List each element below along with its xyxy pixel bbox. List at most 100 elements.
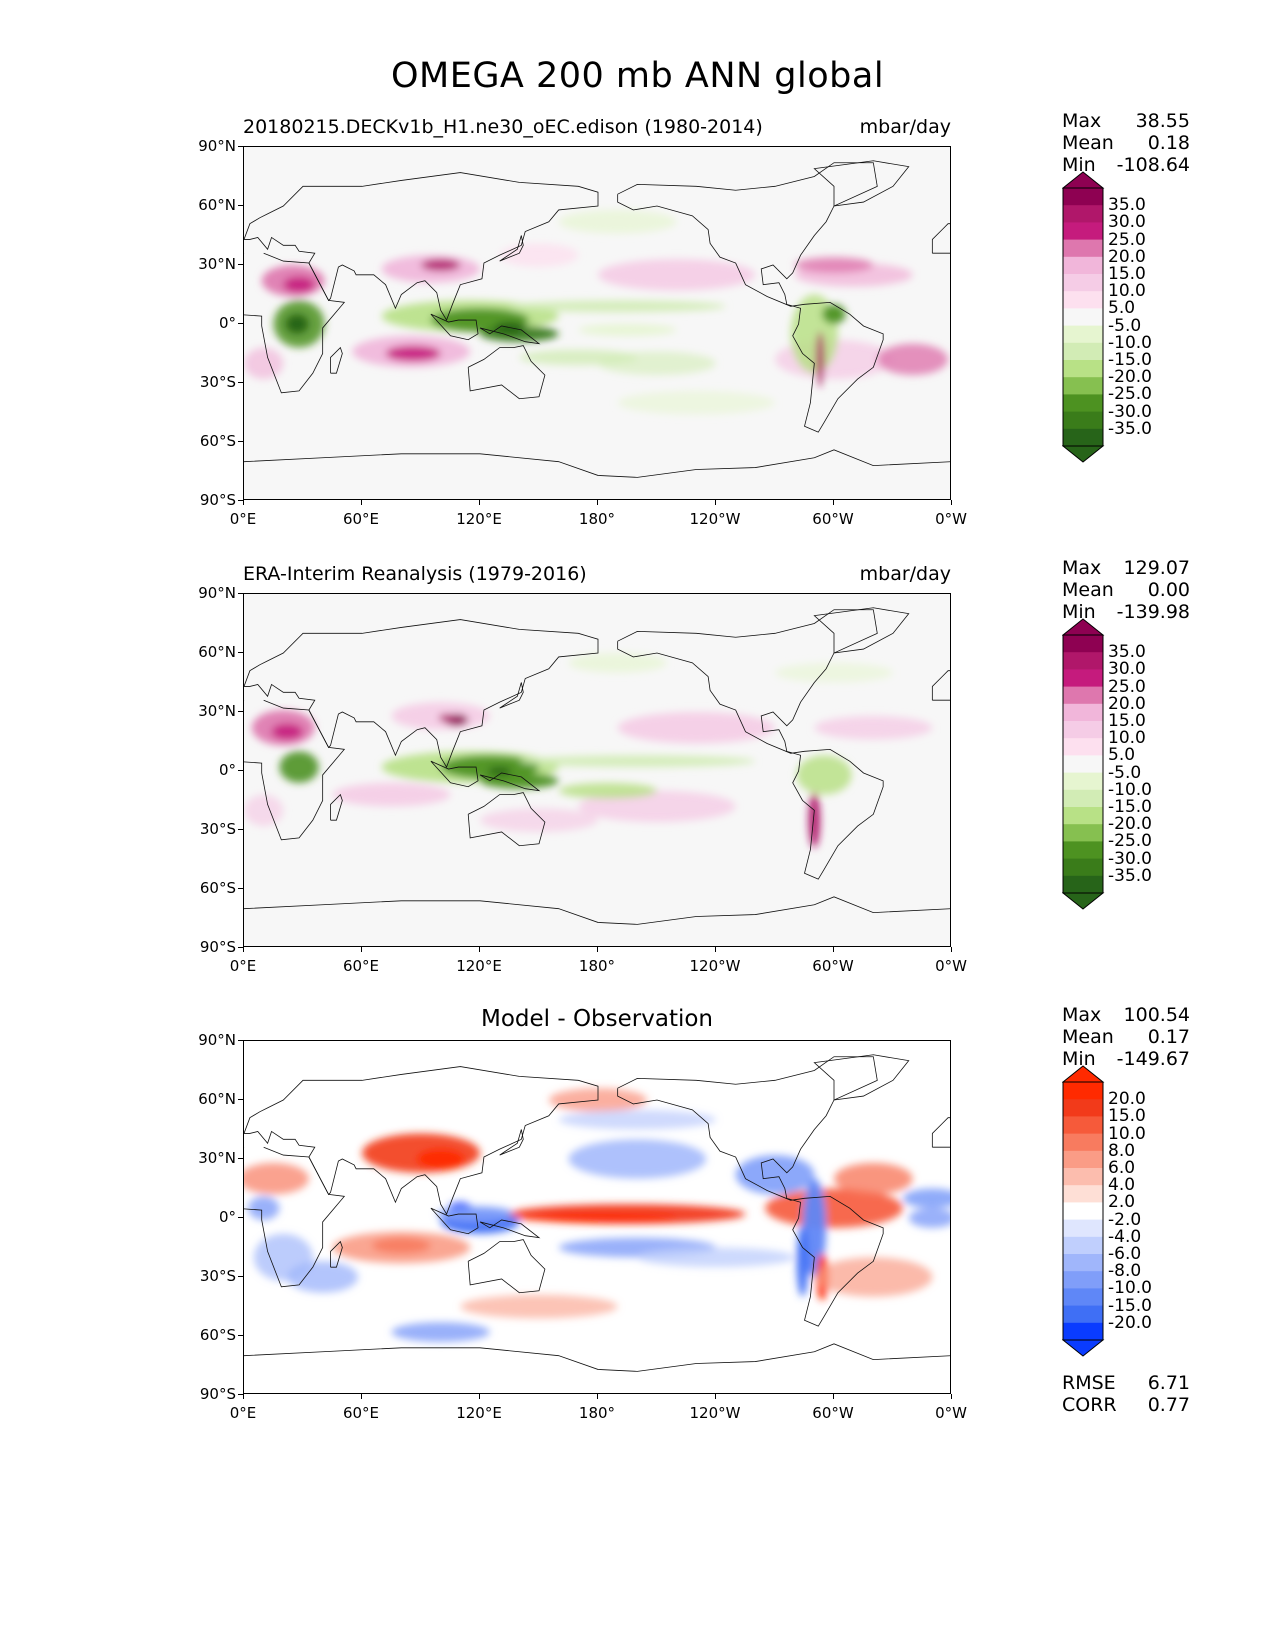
colorbar-tick-label: -35.0: [1108, 418, 1152, 439]
coastline: [813, 607, 910, 654]
stat-value: 0.17: [1147, 1026, 1190, 1048]
field-contour: [391, 1322, 490, 1342]
y-tick-label: 90°S: [199, 938, 236, 956]
coastline: [931, 223, 950, 254]
field-contour: [480, 808, 598, 832]
x-tick-label: 60°E: [342, 510, 380, 528]
colorbar-tick-label: 30.0: [1108, 212, 1146, 233]
colorbar-segment: [1063, 360, 1103, 378]
panel-left-title: ERA-Interim Reanalysis (1979-2016): [243, 563, 587, 585]
stat-row: Min -139.98: [1062, 601, 1190, 623]
field-contour: [808, 792, 821, 848]
y-tick-mark: [238, 500, 243, 501]
field-contour: [617, 390, 775, 415]
colorbar-tick-label: 15.0: [1108, 264, 1146, 284]
colorbar-segment: [1063, 772, 1103, 791]
coastline: [244, 449, 950, 478]
field-contour: [735, 1155, 815, 1195]
colorbar-extend-top: [1062, 618, 1105, 636]
x-tick-mark: [833, 1394, 834, 1399]
x-tick-label: 180°: [578, 1404, 616, 1422]
y-tick-label: 60°N: [198, 1090, 236, 1108]
y-tick-mark: [238, 1394, 243, 1395]
x-tick-mark: [715, 1394, 716, 1399]
panel-units: mbar/day: [859, 563, 951, 585]
stat-row: Mean 0.17: [1062, 1026, 1190, 1048]
colorbar-segment: [1063, 1305, 1103, 1324]
colorbar-segment: [1063, 1185, 1103, 1203]
colorbar-tick-label: -20.0: [1108, 1312, 1152, 1333]
field-contour: [617, 712, 775, 744]
y-tick-mark: [238, 652, 243, 653]
stat-label: Max: [1062, 1004, 1102, 1026]
colorbar-tick-label: 25.0: [1108, 229, 1146, 250]
x-tick-mark: [715, 947, 716, 952]
field-contour: [438, 713, 455, 722]
colorbar-tick-label: -30.0: [1108, 848, 1152, 869]
stat-value: -108.64: [1116, 154, 1190, 176]
field-contour: [796, 755, 852, 795]
x-tick-mark: [479, 947, 480, 952]
x-tick-mark: [361, 1394, 362, 1399]
colorbar-tick-label: 5.0: [1108, 298, 1136, 319]
colorbar-segment: [1063, 377, 1103, 395]
colorbar-tick-label: -8.0: [1108, 1261, 1142, 1282]
stat-row: Max 100.54: [1062, 1004, 1190, 1026]
field-contour: [558, 782, 657, 799]
coastline: [467, 792, 546, 847]
x-tick-mark: [361, 947, 362, 952]
colorbar-segment: [1063, 686, 1103, 705]
colorbar-segment: [1063, 1099, 1103, 1117]
colorbar-outline: [1062, 1081, 1104, 1341]
colorbar-segment: [1063, 1254, 1103, 1272]
stat-label: Min: [1062, 1048, 1096, 1070]
y-tick-mark: [238, 1217, 243, 1218]
colorbar-tick-label: 10.0: [1108, 728, 1146, 749]
colorbar-segment: [1063, 858, 1103, 877]
x-tick-mark: [243, 500, 244, 505]
y-tick-mark: [238, 888, 243, 889]
y-tick-mark: [238, 146, 243, 147]
x-tick-mark: [833, 500, 834, 505]
colorbar-extend-top: [1062, 171, 1105, 189]
colorbar-tick-label: -10.0: [1108, 1278, 1152, 1299]
field-contour: [244, 794, 284, 827]
colorbar-segment: [1063, 824, 1103, 842]
colorbar-tick-label: -5.0: [1108, 762, 1142, 783]
colorbar-tick-label: -10.0: [1108, 779, 1152, 800]
y-tick-label: 30°S: [199, 820, 236, 838]
y-tick-mark: [238, 829, 243, 830]
colorbar-tick-label: -25.0: [1108, 831, 1152, 852]
y-tick-label: 0°: [218, 314, 236, 332]
field-contour: [460, 1294, 618, 1319]
coastline: [430, 313, 479, 341]
coastline: [499, 235, 524, 262]
coastline: [244, 619, 599, 768]
colorbar-segment: [1063, 342, 1103, 361]
field-contour: [568, 1139, 707, 1179]
colorbar-tick-label: -15.0: [1108, 1295, 1152, 1316]
colorbar-segment: [1063, 239, 1103, 258]
x-tick-mark: [951, 947, 952, 952]
colorbar-extend-bottom: [1062, 892, 1105, 910]
colorbar-tick-label: 30.0: [1108, 659, 1146, 680]
colorbar-tick-label: -10.0: [1108, 332, 1152, 353]
colorbar-tick-label: -2.0: [1108, 1209, 1142, 1230]
colorbar-segment: [1063, 274, 1103, 292]
y-tick-mark: [238, 441, 243, 442]
colorbar-segment: [1063, 841, 1103, 859]
stat-value: -139.98: [1116, 601, 1190, 623]
field-contour: [519, 755, 756, 768]
coastline: [499, 1129, 524, 1156]
field-contour: [796, 1225, 809, 1297]
coastline: [244, 1066, 599, 1215]
x-tick-label: 0°E: [229, 957, 257, 975]
field-contour: [902, 1188, 950, 1209]
field-contour: [814, 715, 933, 740]
stat-label: Min: [1062, 601, 1096, 623]
field-contour: [285, 314, 309, 334]
x-tick-label: 180°: [578, 957, 616, 975]
y-tick-label: 60°S: [199, 879, 236, 897]
x-tick-label: 0°W: [935, 957, 967, 975]
x-tick-label: 60°W: [812, 957, 854, 975]
